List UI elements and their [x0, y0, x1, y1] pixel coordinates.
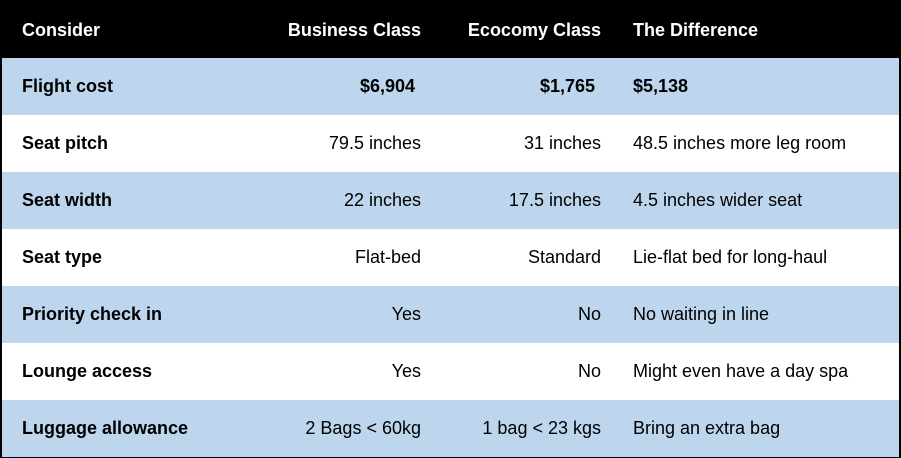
row-label: Seat type	[22, 247, 103, 267]
header-economy-class: Ecocomy Class	[467, 19, 601, 40]
row-label: Seat pitch	[22, 133, 109, 153]
table-row: Seat pitch 79.5 inches 31 inches 48.5 in…	[2, 115, 899, 172]
row-label: Priority check in	[22, 304, 163, 324]
business-cell: 79.5 inches	[328, 133, 421, 153]
row-label: Flight cost	[22, 76, 113, 96]
difference-cell: Bring an extra bag	[633, 418, 781, 438]
table-header-row: Consider Business Class Ecocomy Class Th…	[2, 2, 899, 58]
business-cell: $6,904	[359, 76, 415, 96]
table-row: Luggage allowance 2 Bags < 60kg 1 bag < …	[2, 400, 899, 457]
header-business-class: Business Class	[287, 19, 421, 40]
row-label: Seat width	[22, 190, 113, 210]
economy-cell: 1 bag < 23 kgs	[482, 418, 601, 438]
business-cell: Yes	[391, 304, 421, 324]
economy-cell: 17.5 inches	[508, 190, 601, 210]
economy-cell: $1,765	[539, 76, 595, 96]
table-row: Priority check in Yes No No waiting in l…	[2, 286, 899, 343]
business-cell: Flat-bed	[354, 247, 421, 267]
business-cell: 2 Bags < 60kg	[305, 418, 421, 438]
row-label: Lounge access	[22, 361, 153, 381]
economy-cell: No	[577, 361, 601, 381]
difference-cell: Might even have a day spa	[633, 361, 849, 381]
table-row: Seat width 22 inches 17.5 inches 4.5 inc…	[2, 172, 899, 229]
business-cell: Yes	[391, 361, 421, 381]
header-difference: The Difference	[633, 19, 759, 40]
difference-cell: 48.5 inches more leg room	[633, 133, 847, 153]
header-consider: Consider	[22, 19, 101, 40]
table-row: Lounge access Yes No Might even have a d…	[2, 343, 899, 400]
difference-cell: Lie-flat bed for long-haul	[633, 247, 828, 267]
difference-cell: $5,138	[633, 76, 689, 96]
economy-cell: No	[577, 304, 601, 324]
difference-cell: No waiting in line	[633, 304, 770, 324]
table-row: Seat type Flat-bed Standard Lie-flat bed…	[2, 229, 899, 286]
row-label: Luggage allowance	[22, 418, 189, 438]
table-row: Flight cost $6,904 $1,765 $5,138	[2, 58, 899, 115]
economy-cell: Standard	[527, 247, 601, 267]
economy-cell: 31 inches	[523, 133, 601, 153]
business-cell: 22 inches	[343, 190, 421, 210]
difference-cell: 4.5 inches wider seat	[633, 190, 803, 210]
